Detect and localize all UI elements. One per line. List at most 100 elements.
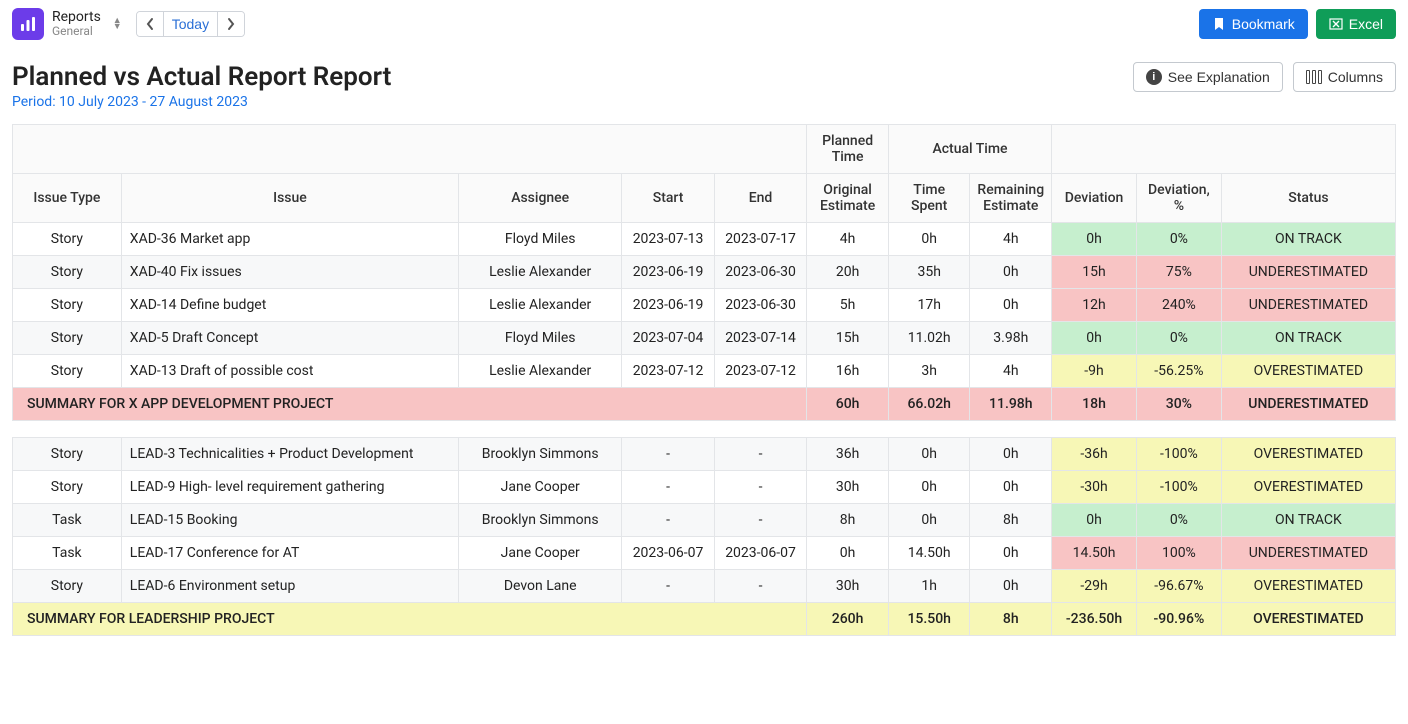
cell-orig: 20h: [807, 256, 889, 289]
col-time-spent[interactable]: Time Spent: [888, 174, 970, 223]
group-gap: [13, 421, 1396, 438]
summary-orig: 60h: [807, 388, 889, 421]
cell-orig: 30h: [807, 471, 889, 504]
cell-start: -: [622, 504, 714, 537]
cell-end: -: [714, 504, 807, 537]
cell-devp: -56.25%: [1136, 355, 1221, 388]
table-row[interactable]: StoryXAD-36 Market appFloyd Miles2023-07…: [13, 223, 1396, 256]
table-row[interactable]: StoryLEAD-6 Environment setupDevon Lane-…: [13, 570, 1396, 603]
cell-end: 2023-06-07: [714, 537, 807, 570]
columns-button[interactable]: Columns: [1293, 62, 1396, 92]
cell-spent: 0h: [888, 504, 970, 537]
cell-type: Story: [13, 256, 122, 289]
cell-spent: 0h: [888, 438, 970, 471]
table-row[interactable]: StoryXAD-5 Draft ConceptFloyd Miles2023-…: [13, 322, 1396, 355]
bookmark-icon: [1212, 17, 1226, 31]
nav-prev-button[interactable]: [137, 12, 164, 36]
table-row[interactable]: StoryXAD-40 Fix issuesLeslie Alexander20…: [13, 256, 1396, 289]
summary-status: UNDERESTIMATED: [1221, 388, 1395, 421]
col-orig-est[interactable]: Original Estimate: [807, 174, 889, 223]
nav-next-button[interactable]: [218, 12, 244, 36]
cell-orig: 8h: [807, 504, 889, 537]
cell-rem: 0h: [970, 570, 1052, 603]
cell-issue: LEAD-15 Booking: [121, 504, 458, 537]
table-body: StoryXAD-36 Market appFloyd Miles2023-07…: [13, 223, 1396, 653]
cell-status: ON TRACK: [1221, 504, 1395, 537]
cell-devp: -96.67%: [1136, 570, 1221, 603]
cell-dev: 12h: [1052, 289, 1137, 322]
cell-assignee: Brooklyn Simmons: [459, 438, 622, 471]
cell-spent: 0h: [888, 223, 970, 256]
cell-orig: 15h: [807, 322, 889, 355]
cell-status: OVERESTIMATED: [1221, 471, 1395, 504]
cell-end: 2023-07-14: [714, 322, 807, 355]
cell-rem: 4h: [970, 355, 1052, 388]
cell-spent: 0h: [888, 471, 970, 504]
info-icon: i: [1146, 69, 1162, 85]
cell-assignee: Brooklyn Simmons: [459, 504, 622, 537]
group-gap: [13, 636, 1396, 653]
head-blank2: [1052, 125, 1396, 174]
cell-end: -: [714, 570, 807, 603]
col-status[interactable]: Status: [1221, 174, 1395, 223]
cell-end: 2023-06-30: [714, 289, 807, 322]
cell-start: 2023-07-04: [622, 322, 714, 355]
date-nav: Today: [136, 11, 245, 37]
cell-devp: -100%: [1136, 471, 1221, 504]
cell-dev: -9h: [1052, 355, 1137, 388]
cell-orig: 5h: [807, 289, 889, 322]
cell-rem: 3.98h: [970, 322, 1052, 355]
head-actual: Actual Time: [888, 125, 1051, 174]
col-deviation[interactable]: Deviation: [1052, 174, 1137, 223]
col-issue-type[interactable]: Issue Type: [13, 174, 122, 223]
summary-label: SUMMARY FOR LEADERSHIP PROJECT: [13, 603, 807, 636]
head-blank: [13, 125, 807, 174]
table-row[interactable]: StoryXAD-13 Draft of possible costLeslie…: [13, 355, 1396, 388]
summary-row: SUMMARY FOR X APP DEVELOPMENT PROJECT60h…: [13, 388, 1396, 421]
columns-label: Columns: [1328, 69, 1383, 85]
col-assignee[interactable]: Assignee: [459, 174, 622, 223]
table-row[interactable]: TaskLEAD-17 Conference for ATJane Cooper…: [13, 537, 1396, 570]
cell-end: 2023-06-30: [714, 256, 807, 289]
col-end[interactable]: End: [714, 174, 807, 223]
summary-devp: 30%: [1136, 388, 1221, 421]
period-label: Period: 10 July 2023 - 27 August 2023: [12, 94, 391, 110]
topbar: Reports General ▲▼ Today Bookmark Excel: [0, 0, 1408, 48]
cell-devp: 0%: [1136, 322, 1221, 355]
table-row[interactable]: StoryLEAD-9 High- level requirement gath…: [13, 471, 1396, 504]
col-issue[interactable]: Issue: [121, 174, 458, 223]
cell-devp: 0%: [1136, 223, 1221, 256]
summary-devp: -90.96%: [1136, 603, 1221, 636]
cell-rem: 0h: [970, 256, 1052, 289]
table-row[interactable]: TaskLEAD-15 BookingBrooklyn Simmons--8h0…: [13, 504, 1396, 537]
col-deviation-pct[interactable]: Deviation, %: [1136, 174, 1221, 223]
cell-type: Task: [13, 504, 122, 537]
cell-orig: 36h: [807, 438, 889, 471]
app-switcher-caret[interactable]: ▲▼: [113, 18, 122, 30]
table-head: Planned Time Actual Time Issue Type Issu…: [13, 125, 1396, 223]
cell-spent: 11.02h: [888, 322, 970, 355]
cell-start: -: [622, 471, 714, 504]
excel-button[interactable]: Excel: [1316, 9, 1396, 39]
cell-dev: -29h: [1052, 570, 1137, 603]
cell-issue: XAD-36 Market app: [121, 223, 458, 256]
cell-orig: 0h: [807, 537, 889, 570]
cell-type: Story: [13, 355, 122, 388]
cell-dev: 14.50h: [1052, 537, 1137, 570]
cell-rem: 4h: [970, 223, 1052, 256]
col-start[interactable]: Start: [622, 174, 714, 223]
cell-type: Story: [13, 438, 122, 471]
bookmark-button[interactable]: Bookmark: [1199, 9, 1308, 39]
nav-today-button[interactable]: Today: [164, 12, 218, 36]
col-remaining[interactable]: Remaining Estimate: [970, 174, 1052, 223]
cell-status: UNDERESTIMATED: [1221, 256, 1395, 289]
cell-start: -: [622, 570, 714, 603]
summary-row: SUMMARY FOR LEADERSHIP PROJECT260h15.50h…: [13, 603, 1396, 636]
table-row[interactable]: StoryXAD-14 Define budgetLeslie Alexande…: [13, 289, 1396, 322]
app-subtitle: General: [52, 25, 101, 38]
app-title-block: Reports General: [52, 10, 101, 39]
see-explanation-button[interactable]: i See Explanation: [1133, 62, 1283, 92]
cell-devp: 100%: [1136, 537, 1221, 570]
cell-dev: 15h: [1052, 256, 1137, 289]
table-row[interactable]: StoryLEAD-3 Technicalities + Product Dev…: [13, 438, 1396, 471]
